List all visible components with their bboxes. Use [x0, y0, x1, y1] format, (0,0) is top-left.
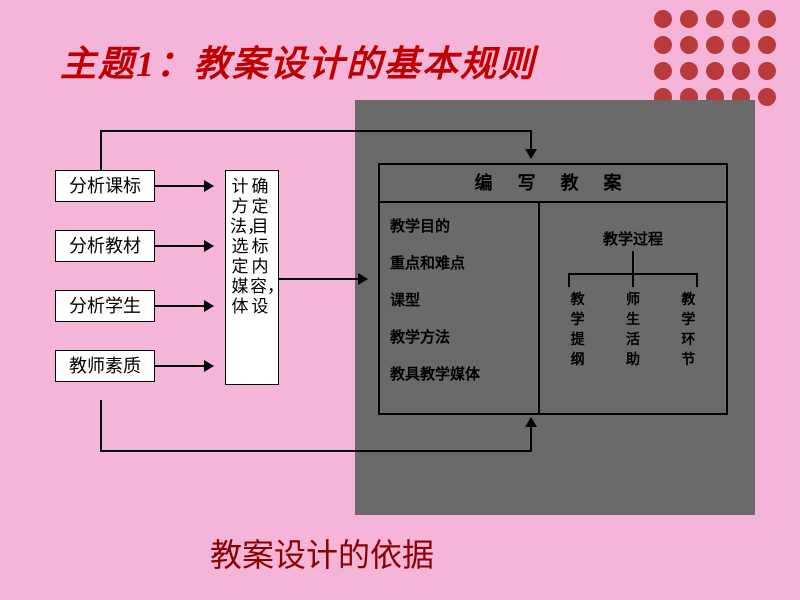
rr-col: 教学提纲	[568, 289, 588, 369]
right-left-col: 教学目的 重点和难点 课型 教学方法 教具教学媒体	[380, 203, 540, 413]
t-line	[632, 273, 634, 287]
t-line	[632, 251, 634, 273]
arrow	[155, 305, 213, 307]
dot	[680, 10, 698, 28]
dot	[680, 36, 698, 54]
dot	[654, 36, 672, 54]
dot	[758, 62, 776, 80]
dot	[654, 10, 672, 28]
connector-arrow	[530, 130, 532, 158]
decorative-dots	[654, 10, 780, 110]
rr-top: 教学过程	[550, 228, 716, 249]
connector-line	[100, 450, 530, 452]
right-box: 编 写 教 案 教学目的 重点和难点 课型 教学方法 教具教学媒体 教学过程 教…	[378, 163, 728, 415]
bottom-caption: 教案设计的依据	[210, 530, 434, 576]
rr-col: 教学环节	[678, 289, 698, 369]
dot	[732, 62, 750, 80]
dot	[654, 62, 672, 80]
t-line	[696, 273, 698, 287]
right-body: 教学目的 重点和难点 课型 教学方法 教具教学媒体 教学过程 教学提纲 师生活助…	[380, 203, 726, 413]
left-box-4: 教师素质	[55, 350, 155, 382]
dot	[732, 36, 750, 54]
arrow	[155, 245, 213, 247]
connector-arrow	[530, 418, 532, 452]
page-title: 主题1：教案设计的基本规则	[60, 35, 536, 87]
left-box-3: 分析学生	[55, 290, 155, 322]
arrow	[155, 185, 213, 187]
t-line	[568, 273, 570, 287]
rr-cols: 教学提纲 师生活助 教学环节	[550, 289, 716, 369]
rl-item: 教学方法	[390, 326, 528, 347]
left-box-1: 分析课标	[55, 170, 155, 202]
dot	[706, 10, 724, 28]
arrow	[155, 365, 213, 367]
left-boxes-group: 分析课标 分析教材 分析学生 教师素质	[55, 170, 155, 410]
dot	[758, 88, 776, 106]
arrow	[279, 278, 367, 280]
dot	[680, 62, 698, 80]
mid-col-2: 确定目标内容，设	[250, 177, 270, 317]
dot	[706, 62, 724, 80]
dot	[758, 36, 776, 54]
dot	[732, 10, 750, 28]
rl-item: 教学目的	[390, 215, 528, 236]
connector-line	[100, 130, 530, 132]
right-header: 编 写 教 案	[380, 165, 726, 203]
mid-col-1: 计方法，选定媒体	[230, 177, 250, 317]
rl-item: 教具教学媒体	[390, 363, 528, 384]
rr-col: 师生活助	[623, 289, 643, 369]
right-right-col: 教学过程 教学提纲 师生活助 教学环节	[540, 203, 726, 413]
rl-item: 课型	[390, 289, 528, 310]
rl-item: 重点和难点	[390, 252, 528, 273]
left-box-2: 分析教材	[55, 230, 155, 262]
dot	[758, 10, 776, 28]
dot	[706, 36, 724, 54]
mid-box: 计方法，选定媒体确定目标内容，设	[225, 170, 279, 385]
